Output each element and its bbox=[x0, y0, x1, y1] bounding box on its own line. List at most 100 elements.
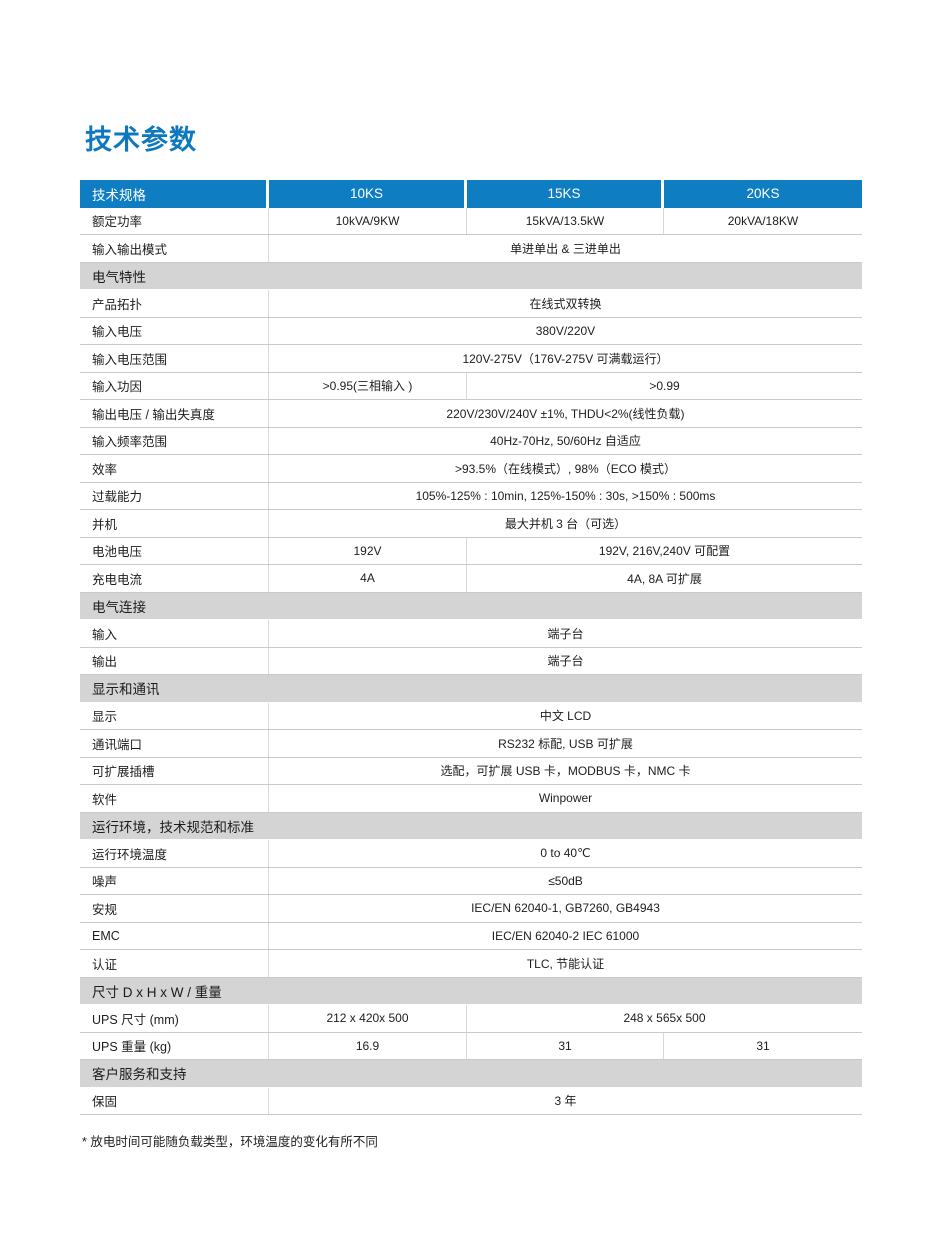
spec-label: 过载能力 bbox=[92, 490, 143, 505]
spec-label: UPS 重量 (kg) bbox=[92, 1040, 172, 1055]
spec-value: 端子台 bbox=[268, 647, 862, 674]
spec-table-header: 技术规格 10KS 15KS 20KS bbox=[80, 180, 862, 208]
table-row: 安规 IEC/EN 62040-1, GB7260, GB4943 bbox=[80, 895, 862, 923]
table-row: 效率 >93.5%（在线模式）, 98%（ECO 模式） bbox=[80, 455, 862, 483]
table-row: 可扩展插槽 选配，可扩展 USB 卡，MODBUS 卡，NMC 卡 bbox=[80, 757, 862, 785]
spec-value: >93.5%（在线模式）, 98%（ECO 模式） bbox=[268, 455, 862, 482]
spec-label: 输入 bbox=[92, 627, 118, 642]
spec-value: 192V bbox=[268, 537, 466, 564]
spec-label: EMC bbox=[92, 928, 120, 943]
spec-value: 40Hz-70Hz, 50/60Hz 自适应 bbox=[268, 427, 862, 454]
spec-value: IEC/EN 62040-1, GB7260, GB4943 bbox=[268, 895, 862, 922]
spec-label: 通讯端口 bbox=[92, 737, 143, 752]
spec-label: 充电电流 bbox=[92, 572, 143, 587]
spec-label: 电池电压 bbox=[92, 545, 143, 560]
spec-value: 120V-275V（176V-275V 可满载运行） bbox=[268, 345, 862, 372]
spec-value: IEC/EN 62040-2 IEC 61000 bbox=[268, 922, 862, 949]
table-row: 输出电压 / 输出失真度 220V/230V/240V ±1%, THDU<2%(… bbox=[80, 400, 862, 428]
table-row: 产品拓扑 在线式双转换 bbox=[80, 290, 862, 318]
spec-label: 输出 bbox=[92, 655, 118, 670]
spec-value: 16.9 bbox=[268, 1032, 466, 1059]
spec-label: 认证 bbox=[92, 957, 118, 972]
spec-label: 输入频率范围 bbox=[92, 435, 168, 450]
spec-value: >0.95(三相输入 ) bbox=[268, 372, 466, 399]
table-row: 输出 端子台 bbox=[80, 647, 862, 675]
spec-value: 248 x 565x 500 bbox=[466, 1005, 862, 1032]
spec-value: ≤50dB bbox=[268, 867, 862, 894]
spec-value: RS232 标配, USB 可扩展 bbox=[268, 730, 862, 757]
spec-label: 额定功率 bbox=[92, 215, 143, 230]
spec-value: 192V, 216V,240V 可配置 bbox=[466, 537, 862, 564]
spec-label: 保固 bbox=[92, 1095, 118, 1110]
spec-label: 并机 bbox=[92, 517, 118, 532]
spec-value: 105%-125% : 10min, 125%-150% : 30s, >150… bbox=[268, 482, 862, 509]
page-title: 技术参数 bbox=[85, 125, 197, 155]
table-row: 通讯端口 RS232 标配, USB 可扩展 bbox=[80, 730, 862, 758]
spec-label: 产品拓扑 bbox=[92, 297, 143, 312]
spec-value: 中文 LCD bbox=[268, 702, 862, 729]
spec-value: Winpower bbox=[268, 785, 862, 812]
spec-label: 效率 bbox=[92, 462, 118, 477]
spec-value: 单进单出 & 三进单出 bbox=[268, 235, 862, 262]
spec-label: 输入电压 bbox=[92, 325, 143, 340]
footnote: * 放电时间可能随负载类型，环境温度的变化有所不同 bbox=[82, 1135, 378, 1149]
spec-value: 3 年 bbox=[268, 1087, 862, 1114]
table-row: 显示 中文 LCD bbox=[80, 702, 862, 730]
table-row: 输入功因 >0.95(三相输入 ) >0.99 bbox=[80, 372, 862, 400]
spec-value: 端子台 bbox=[268, 620, 862, 647]
spec-label: 输入电压范围 bbox=[92, 352, 168, 367]
spec-label: 输入功因 bbox=[92, 380, 143, 395]
table-row: 输入频率范围 40Hz-70Hz, 50/60Hz 自适应 bbox=[80, 427, 862, 455]
column-header-15ks: 15KS bbox=[467, 180, 661, 208]
table-row: 保固 3 年 bbox=[80, 1087, 862, 1115]
spec-label: UPS 尺寸 (mm) bbox=[92, 1012, 179, 1027]
spec-value: 380V/220V bbox=[268, 317, 862, 344]
spec-value: 220V/230V/240V ±1%, THDU<2%(线性负载) bbox=[268, 400, 862, 427]
spec-label: 显示 bbox=[92, 710, 118, 725]
spec-value: 0 to 40℃ bbox=[268, 840, 862, 867]
section-header: 电气连接 bbox=[80, 592, 862, 620]
table-row: 额定功率 10kVA/9KW 15kVA/13.5kW 20kVA/18KW bbox=[80, 207, 862, 235]
spec-value: 212 x 420x 500 bbox=[268, 1005, 466, 1032]
section-header: 运行环境，技术规范和标准 bbox=[80, 812, 862, 840]
section-header: 客户服务和支持 bbox=[80, 1060, 862, 1088]
spec-value: 31 bbox=[663, 1032, 862, 1059]
spec-value: 31 bbox=[466, 1032, 663, 1059]
table-row: 输入输出模式 单进单出 & 三进单出 bbox=[80, 235, 862, 263]
spec-label: 运行环境温度 bbox=[92, 847, 168, 862]
section-header: 显示和通讯 bbox=[80, 675, 862, 703]
table-row: UPS 尺寸 (mm) 212 x 420x 500 248 x 565x 500 bbox=[80, 1005, 862, 1033]
table-row: UPS 重量 (kg) 16.9 31 31 bbox=[80, 1032, 862, 1060]
table-row: 运行环境温度 0 to 40℃ bbox=[80, 840, 862, 868]
spec-value: TLC, 节能认证 bbox=[268, 950, 862, 977]
table-row: 过载能力 105%-125% : 10min, 125%-150% : 30s, … bbox=[80, 482, 862, 510]
spec-value: 选配，可扩展 USB 卡，MODBUS 卡，NMC 卡 bbox=[268, 757, 862, 784]
spec-value: 最大并机 3 台（可选） bbox=[268, 510, 862, 537]
table-row: 充电电流 4A 4A, 8A 可扩展 bbox=[80, 565, 862, 593]
spec-label: 噪声 bbox=[92, 875, 118, 890]
column-header-spec: 技术规格 bbox=[80, 180, 266, 208]
table-row: EMC IEC/EN 62040-2 IEC 61000 bbox=[80, 922, 862, 950]
table-row: 电池电压 192V 192V, 216V,240V 可配置 bbox=[80, 537, 862, 565]
table-row: 输入电压 380V/220V bbox=[80, 317, 862, 345]
column-header-10ks: 10KS bbox=[269, 180, 464, 208]
table-row: 输入电压范围 120V-275V（176V-275V 可满载运行） bbox=[80, 345, 862, 373]
spec-value: 20kVA/18KW bbox=[663, 207, 862, 234]
spec-value: 10kVA/9KW bbox=[268, 207, 466, 234]
spec-label: 输出电压 / 输出失真度 bbox=[92, 407, 215, 422]
spec-table-body: 额定功率 10kVA/9KW 15kVA/13.5kW 20kVA/18KW 输入输出模… bbox=[80, 207, 862, 1115]
section-header: 尺寸 D x H x W / 重量 bbox=[80, 977, 862, 1005]
table-row: 认证 TLC, 节能认证 bbox=[80, 950, 862, 978]
table-row: 噪声 ≤50dB bbox=[80, 867, 862, 895]
spec-label: 可扩展插槽 bbox=[92, 765, 155, 780]
spec-value: 15kVA/13.5kW bbox=[466, 207, 663, 234]
spec-value: 4A bbox=[268, 565, 466, 592]
section-header: 电气特性 bbox=[80, 262, 862, 290]
spec-value: 4A, 8A 可扩展 bbox=[466, 565, 862, 592]
spec-table: 技术规格 10KS 15KS 20KS 额定功率 10kVA/9KW 15kVA/13.5… bbox=[80, 180, 862, 1115]
table-row: 输入 端子台 bbox=[80, 620, 862, 648]
spec-value: 在线式双转换 bbox=[268, 290, 862, 317]
spec-value: >0.99 bbox=[466, 372, 862, 399]
table-row: 并机 最大并机 3 台（可选） bbox=[80, 510, 862, 538]
